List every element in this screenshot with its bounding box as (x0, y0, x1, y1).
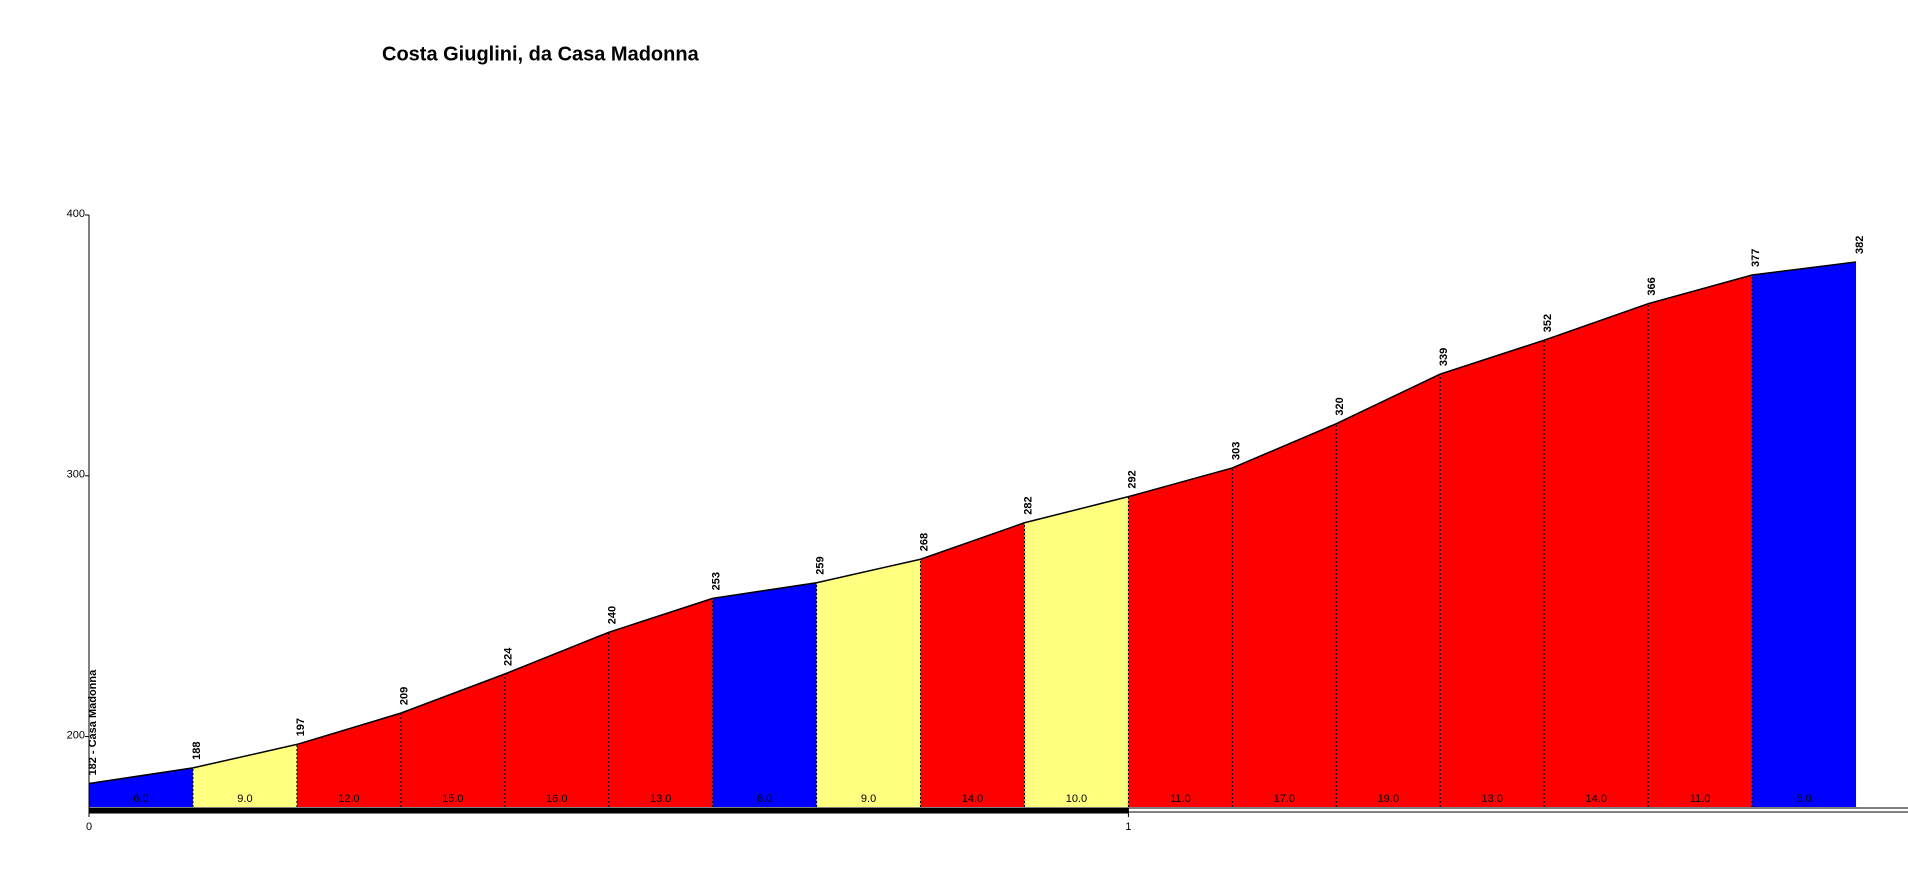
elevation-label: 377 (1750, 249, 1762, 267)
gradient-segment (608, 598, 713, 807)
elevation-label: 292 (1126, 470, 1138, 488)
elevation-label: 268 (918, 533, 930, 551)
gradient-segment (1440, 340, 1545, 807)
gradient-label: 13.0 (650, 793, 671, 805)
x-tick-label: 0 (86, 821, 92, 833)
y-tick-label: 400 (67, 208, 85, 220)
gradient-label: 6.0 (757, 793, 772, 805)
gradient-segment (1544, 303, 1649, 807)
gradient-segment (192, 744, 297, 807)
gradient-segment (1752, 261, 1857, 807)
gradient-label: 14.0 (962, 793, 983, 805)
gradient-segment (1128, 467, 1233, 807)
gradient-label: 9.0 (237, 793, 252, 805)
elevation-label: 259 (815, 556, 827, 574)
gradient-segment (1336, 374, 1441, 807)
gradient-segment (816, 559, 921, 807)
elevation-label: 303 (1230, 442, 1242, 460)
gradient-segment (920, 522, 1025, 807)
gradient-label: 10.0 (1066, 793, 1087, 805)
elevation-label: 182 - Casa Madonna (87, 669, 99, 776)
x-tick-label: 1 (1125, 821, 1131, 833)
chart-title: Costa Giuglini, da Casa Madonna (382, 43, 700, 65)
elevation-label: 224 (503, 647, 515, 666)
elevation-label: 382 (1854, 236, 1866, 254)
elevation-label: 240 (607, 606, 619, 624)
gradient-label: 19.0 (1378, 793, 1399, 805)
gradient-label: 17.0 (1274, 793, 1295, 805)
gradient-label: 5.0 (1796, 793, 1811, 805)
gradient-label: 13.0 (1482, 793, 1503, 805)
elevation-label: 188 (191, 742, 203, 760)
profile-line (88, 261, 1857, 785)
elevation-label: 320 (1334, 397, 1346, 415)
gradient-segment (1024, 496, 1129, 807)
elevation-label: 253 (711, 572, 723, 590)
y-tick-label: 300 (67, 469, 85, 481)
gradient-label: 14.0 (1585, 793, 1606, 805)
gradient-segment (504, 632, 609, 807)
gradient-label: 6.0 (133, 793, 148, 805)
gradient-segment (1648, 274, 1753, 807)
elevation-label: 209 (399, 687, 411, 705)
elevation-label: 352 (1542, 314, 1554, 332)
gradient-label: 12.0 (338, 793, 359, 805)
gradient-label: 16.0 (546, 793, 567, 805)
elevation-label: 282 (1022, 496, 1034, 514)
elevation-label: 366 (1646, 277, 1658, 295)
gradient-segment (400, 673, 505, 807)
gradient-segment (712, 582, 817, 807)
gradient-label: 15.0 (442, 793, 463, 805)
elevation-label: 197 (295, 718, 307, 736)
gradient-segment (1232, 423, 1337, 807)
y-tick-label: 200 (67, 729, 85, 741)
gradient-label: 9.0 (861, 793, 876, 805)
gradient-segment (89, 767, 193, 807)
gradient-label: 11.0 (1690, 793, 1711, 805)
gradient-label: 11.0 (1170, 793, 1191, 805)
elevation-label: 339 (1438, 348, 1450, 366)
